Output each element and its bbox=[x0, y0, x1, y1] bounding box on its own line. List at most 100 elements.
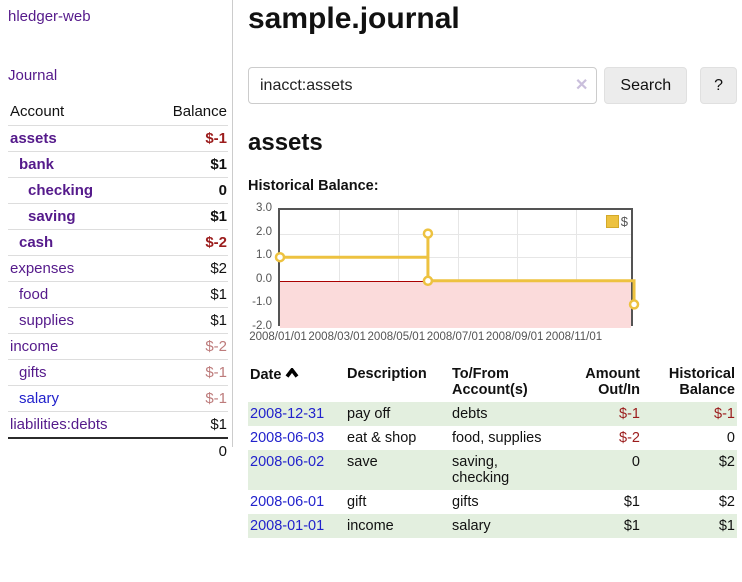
y-axis-tick-label: 2.0 bbox=[256, 225, 272, 238]
x-axis-tick-label: 2008/09/01 bbox=[485, 331, 544, 343]
page-title: sample.journal bbox=[248, 2, 460, 35]
register-row: 2008-12-31 pay off debts $-1 $-1 bbox=[248, 402, 737, 426]
sidebar-account-link[interactable]: liabilities:debts bbox=[10, 416, 108, 433]
main-content: sample.journal ✕ Search ? assets Histori… bbox=[248, 2, 737, 538]
sidebar-account-balance: $1 bbox=[210, 312, 227, 329]
data-point-marker bbox=[422, 275, 434, 287]
transaction-description: eat & shop bbox=[347, 430, 417, 446]
chart-gridline bbox=[575, 210, 577, 324]
accounts-header-balance: Balance bbox=[172, 103, 227, 120]
accounts-total-spacer bbox=[8, 438, 148, 464]
sidebar-account-row: saving $1 bbox=[8, 203, 228, 230]
sidebar-account-balance: 0 bbox=[218, 182, 227, 199]
transaction-amount: $-2 bbox=[619, 430, 640, 446]
sidebar-account-row: income $-2 bbox=[8, 333, 228, 360]
search-form: ✕ Search ? bbox=[248, 67, 737, 104]
transaction-balance: $-1 bbox=[714, 406, 735, 422]
chart-negative-region bbox=[280, 280, 631, 328]
sidebar-account-balance: $-1 bbox=[205, 390, 227, 407]
x-axis-tick-label: 2008/05/01 bbox=[367, 331, 426, 343]
transaction-amount: 0 bbox=[631, 454, 640, 470]
transaction-amount: $1 bbox=[623, 494, 640, 510]
transaction-accounts: debts bbox=[452, 406, 488, 422]
y-axis-tick-label: -2.0 bbox=[252, 320, 272, 332]
transaction-date-link[interactable]: 2008-06-02 bbox=[250, 454, 325, 470]
sidebar-account-row: expenses $2 bbox=[8, 255, 228, 282]
sidebar-account-balance: $1 bbox=[210, 416, 227, 433]
sidebar-account-row: liabilities:debts $1 bbox=[8, 411, 228, 439]
transaction-accounts: saving, checking bbox=[452, 454, 510, 486]
sidebar-account-link[interactable]: assets bbox=[10, 130, 57, 147]
legend-swatch-icon bbox=[605, 215, 619, 228]
sidebar-account-link[interactable]: checking bbox=[28, 182, 94, 199]
register-header-description: Description bbox=[347, 366, 427, 382]
transaction-accounts: gifts bbox=[452, 494, 479, 510]
sidebar-account-balance: $1 bbox=[210, 208, 227, 225]
sidebar-account-link[interactable]: salary bbox=[19, 390, 60, 407]
transaction-date-link[interactable]: 2008-12-31 bbox=[250, 406, 325, 422]
register-row: 2008-06-01 gift gifts $1 $2 bbox=[248, 490, 737, 514]
sidebar-account-balance: $-2 bbox=[205, 234, 227, 251]
transaction-amount: $-1 bbox=[619, 406, 640, 422]
sidebar-account-link[interactable]: expenses bbox=[10, 260, 75, 277]
accounts-header-account: Account bbox=[10, 103, 65, 120]
transaction-amount: $1 bbox=[623, 518, 640, 534]
data-point-marker bbox=[628, 299, 640, 310]
sidebar-account-row: bank $1 bbox=[8, 151, 228, 178]
app-brand-link[interactable]: hledger-web bbox=[8, 8, 91, 25]
sidebar-account-balance: $1 bbox=[210, 286, 227, 303]
sidebar-account-link[interactable]: gifts bbox=[19, 364, 47, 381]
y-axis-tick-label: 1.0 bbox=[256, 249, 272, 262]
transaction-description: income bbox=[347, 518, 394, 534]
sidebar-account-link[interactable]: food bbox=[19, 286, 49, 303]
transaction-description: save bbox=[347, 454, 378, 470]
sidebar-account-link[interactable]: supplies bbox=[19, 312, 75, 329]
register-header-amount: Amount Out/In bbox=[585, 366, 640, 398]
x-axis-tick-label: 2008/11/01 bbox=[545, 331, 603, 343]
y-axis-tick-label: 3.0 bbox=[256, 202, 272, 214]
sidebar-account-link[interactable]: bank bbox=[19, 156, 55, 173]
sidebar-account-row: supplies $1 bbox=[8, 307, 228, 334]
sort-ascending-icon bbox=[285, 366, 299, 382]
transaction-description: gift bbox=[347, 494, 367, 510]
sidebar: hledger-web Journal Account Balance asse… bbox=[0, 0, 233, 460]
transaction-date-link[interactable]: 2008-06-01 bbox=[250, 494, 325, 510]
y-axis-tick-label: -1.0 bbox=[252, 296, 272, 309]
register-row: 2008-06-03 eat & shop food, supplies $-2 0 bbox=[248, 426, 737, 450]
search-input[interactable] bbox=[248, 67, 598, 104]
sidebar-account-row: salary $-1 bbox=[8, 385, 228, 412]
account-heading: assets bbox=[248, 129, 323, 156]
nav-journal: Journal bbox=[8, 67, 228, 85]
sidebar-account-link[interactable]: saving bbox=[28, 208, 76, 225]
sidebar-item-journal[interactable]: Journal bbox=[8, 67, 58, 84]
legend-label: $ bbox=[620, 214, 628, 229]
register-header-balance: Historical Balance bbox=[668, 366, 735, 398]
x-axis-tick-label: 2008/01/01 bbox=[249, 331, 307, 343]
search-button[interactable]: Search bbox=[604, 67, 688, 104]
sidebar-account-link[interactable]: income bbox=[10, 338, 59, 355]
accounts-total-value: 0 bbox=[218, 443, 227, 460]
sidebar-account-balance: $-1 bbox=[205, 130, 227, 147]
clear-search-icon[interactable]: ✕ bbox=[574, 77, 589, 94]
chart-legend: $ bbox=[605, 214, 628, 229]
data-point-marker bbox=[274, 251, 286, 263]
register-header-date: Date bbox=[248, 364, 345, 402]
sidebar-account-row: checking 0 bbox=[8, 177, 228, 204]
sidebar-account-balance: $2 bbox=[210, 260, 227, 277]
transaction-date-link[interactable]: 2008-01-01 bbox=[250, 518, 325, 534]
sidebar-account-row: cash $-2 bbox=[8, 229, 228, 256]
sidebar-account-balance: $-2 bbox=[205, 338, 227, 355]
chart-plot-area: $ bbox=[274, 208, 640, 328]
transaction-accounts: food, supplies bbox=[452, 430, 542, 446]
y-axis-tick-label: 0.0 bbox=[256, 272, 272, 285]
data-point-marker bbox=[422, 228, 434, 239]
accounts-table: Account Balance assets $-1 bank $1 checking 0… bbox=[8, 99, 228, 464]
register-table: Date Description To/From Account(s) Amou… bbox=[248, 364, 737, 538]
help-button[interactable]: ? bbox=[700, 67, 737, 104]
sidebar-account-link[interactable]: cash bbox=[19, 234, 54, 251]
register-row: 2008-06-02 save saving, checking 0 $2 bbox=[248, 450, 737, 490]
sidebar-account-row: assets $-1 bbox=[8, 125, 228, 152]
chart-gridline bbox=[457, 210, 459, 324]
transaction-date-link[interactable]: 2008-06-03 bbox=[250, 430, 325, 446]
x-axis-tick-label: 2008/07/01 bbox=[426, 331, 485, 343]
